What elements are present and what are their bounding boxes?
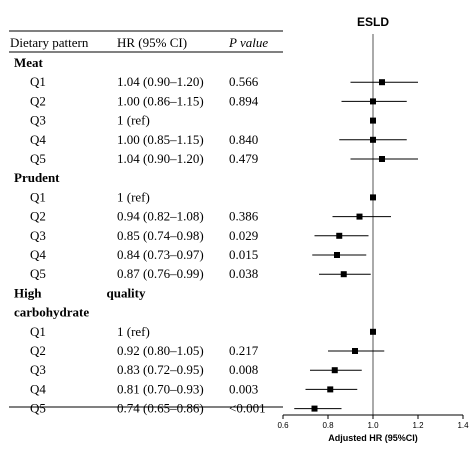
row-hr-ci: 1.00 (0.86–1.15) [117,93,204,108]
row-hr-ci: 1 (ref) [117,189,150,204]
row-p-value: 0.479 [229,151,258,166]
hr-point [370,194,376,201]
row-hr-ci: 0.81 (0.70–0.93) [117,381,204,396]
x-tick-label: 1.0 [367,421,379,430]
row-hr-ci: 1 (ref) [117,324,150,339]
row-hr-ci: 0.83 (0.72–0.95) [117,362,204,377]
hr-point [379,79,385,86]
row-hr-ci: 0.87 (0.76–0.99) [117,266,204,281]
row-p-value: 0.015 [229,247,258,262]
row-hr-ci: 1.00 (0.85–1.15) [117,132,204,147]
row-label: Q1 [30,189,46,204]
header-dietary-pattern: Dietary pattern [10,35,89,50]
row-p-value: 0.894 [229,93,259,108]
row-label: Q1 [30,324,46,339]
row-label: Q5 [30,266,46,281]
hr-point [370,98,376,105]
row-p-value: 0.003 [229,381,258,396]
row-label: Q4 [30,381,46,396]
row-hr-ci: 1.04 (0.90–1.20) [117,74,204,89]
forest-plot: ESLD 0.6 0.8 1.0 1.2 1.4 Adjusted HR (95%CI) [277,15,469,443]
x-tick-label: 0.6 [277,421,289,430]
row-hr-ci: 0.84 (0.73–0.97) [117,247,204,262]
group-heading: High [14,285,42,300]
row-label: Q3 [30,228,46,243]
row-label: Q4 [30,132,46,147]
row-hr-ci: 0.92 (0.80–1.05) [117,343,204,358]
header-hr: HR (95% CI) [117,35,187,50]
x-tick-label: 1.4 [457,421,469,430]
hr-point [336,232,343,239]
row-hr-ci: 0.85 (0.74–0.98) [117,228,204,243]
x-tick-label: 0.8 [322,421,334,430]
row-p-value: 0.217 [229,343,259,358]
hr-point [379,156,385,162]
row-p-value: 0.038 [229,266,258,281]
group-heading: carbohydrate [14,305,89,320]
row-label: Q5 [30,401,46,416]
header-p-value: P value [228,35,268,50]
row-hr-ci: 0.74 (0.65–0.86) [117,401,204,416]
row-label: Q3 [30,362,46,377]
row-p-value: 0.008 [229,362,258,377]
x-tick-label: 1.2 [412,421,424,430]
hr-point [340,271,347,278]
row-hr-ci: 1.04 (0.90–1.20) [117,151,204,166]
hr-point [370,328,376,335]
row-label: Q5 [30,151,46,166]
row-p-value: <0.001 [229,401,266,416]
row-p-value: 0.840 [229,132,258,147]
x-axis-label: Adjusted HR (95%CI) [328,433,418,443]
row-label: Q1 [30,74,46,89]
row-p-value: 0.386 [229,209,259,224]
row-label: Q2 [30,209,46,224]
chart-title: ESLD [357,15,389,29]
row-label: Q2 [30,93,46,108]
row-hr-ci: 0.94 (0.82–1.08) [117,209,204,224]
hr-point [331,367,338,374]
row-p-value: 0.029 [229,228,258,243]
group-heading: Prudent [14,170,60,185]
hr-point [370,117,376,124]
group-heading: Meat [14,55,44,70]
row-p-value: 0.566 [229,74,259,89]
hr-point [327,386,334,393]
row-label: Q3 [30,113,46,128]
hr-point [311,405,318,412]
results-table: Dietary pattern HR (95% CI) P value Meat Q1 1… [9,30,283,416]
hr-point [352,348,358,354]
group-heading: quality [106,285,146,300]
hr-point [356,213,363,220]
row-label: Q4 [30,247,46,262]
row-label: Q2 [30,343,46,358]
hr-point [370,136,376,143]
hr-point [334,252,340,258]
row-hr-ci: 1 (ref) [117,113,150,128]
